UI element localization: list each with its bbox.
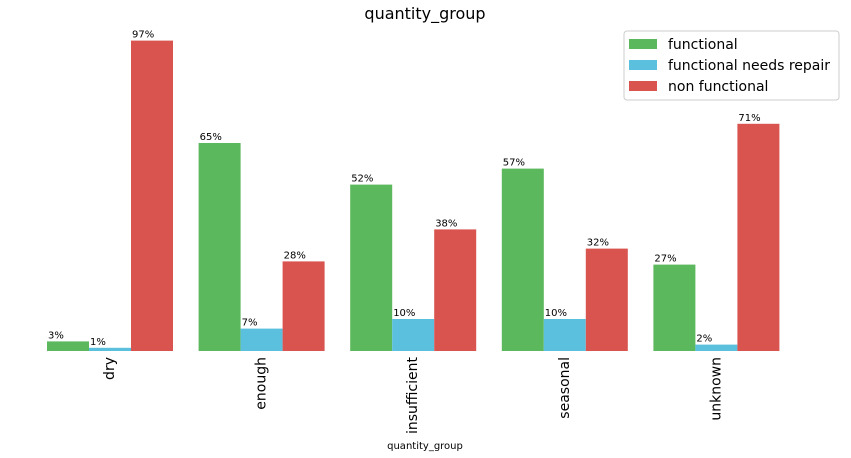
bar-functional-dry [47, 341, 89, 351]
x-tick-label-enough: enough [254, 357, 270, 410]
legend-swatch-non-functional [629, 81, 657, 91]
bar-functional-unknown [653, 264, 696, 351]
data-label-functional-seasonal: 57% [503, 158, 525, 169]
legend-swatch-functional-needs-repair [629, 60, 657, 70]
data-label-functional-needs-repair-enough: 7% [242, 318, 258, 329]
legend-frame [623, 30, 840, 101]
bar-functional-seasonal [501, 168, 544, 351]
data-label-functional-needs-repair-insufficient: 10% [393, 308, 415, 319]
bar-non-functional-insufficient [434, 229, 477, 351]
legend: functional functional needs repair non fun… [623, 30, 840, 101]
x-axis-label: quantity_group [387, 441, 463, 452]
data-label-functional-insufficient: 52% [351, 174, 373, 185]
bar-functional-needs-repair-enough [240, 328, 283, 351]
data-label-functional-enough: 65% [200, 132, 222, 143]
legend-label-functional-needs-repair: functional needs repair [668, 58, 830, 74]
data-label-non-functional-unknown: 71% [738, 113, 760, 124]
bars-group [47, 40, 780, 351]
x-tick-label-unknown: unknown [708, 357, 724, 421]
bar-functional-needs-repair-dry [89, 347, 131, 351]
data-label-functional-needs-repair-unknown: 2% [696, 334, 712, 345]
bar-functional-needs-repair-seasonal [543, 319, 586, 351]
x-tick-label-insufficient: insufficient [405, 356, 421, 434]
chart-title: quantity_group [364, 4, 485, 24]
bar-functional-needs-repair-unknown [695, 344, 738, 351]
data-label-functional-needs-repair-dry: 1% [90, 337, 106, 348]
bar-functional-insufficient [350, 184, 393, 351]
bar-non-functional-seasonal [585, 248, 628, 351]
bar-functional-needs-repair-insufficient [392, 319, 435, 351]
bar-functional-enough [198, 143, 241, 351]
data-label-functional-unknown: 27% [654, 254, 676, 265]
x-tick-label-dry: dry [102, 357, 118, 380]
data-label-functional-dry: 3% [48, 330, 64, 341]
x-tick-labels-group: dry enough insufficient seasonal unknown [102, 356, 724, 434]
bar-non-functional-unknown [737, 123, 780, 351]
bar-non-functional-dry [131, 40, 173, 351]
legend-label-functional: functional [668, 37, 738, 53]
x-tick-label-seasonal: seasonal [557, 357, 573, 419]
legend-label-non-functional: non functional [668, 79, 768, 95]
data-label-non-functional-insufficient: 38% [435, 218, 457, 229]
bar-non-functional-enough [282, 261, 325, 351]
data-label-functional-needs-repair-seasonal: 10% [545, 308, 567, 319]
legend-swatch-functional [629, 39, 657, 49]
data-labels-group: 3% 1% 97% 65% 7% 28% 52% 10% 38% 57% 10% 32% 27% 2% 71… [48, 30, 761, 348]
data-label-non-functional-enough: 28% [284, 250, 306, 261]
data-label-non-functional-seasonal: 32% [587, 238, 609, 249]
data-label-non-functional-dry: 97% [132, 30, 154, 41]
